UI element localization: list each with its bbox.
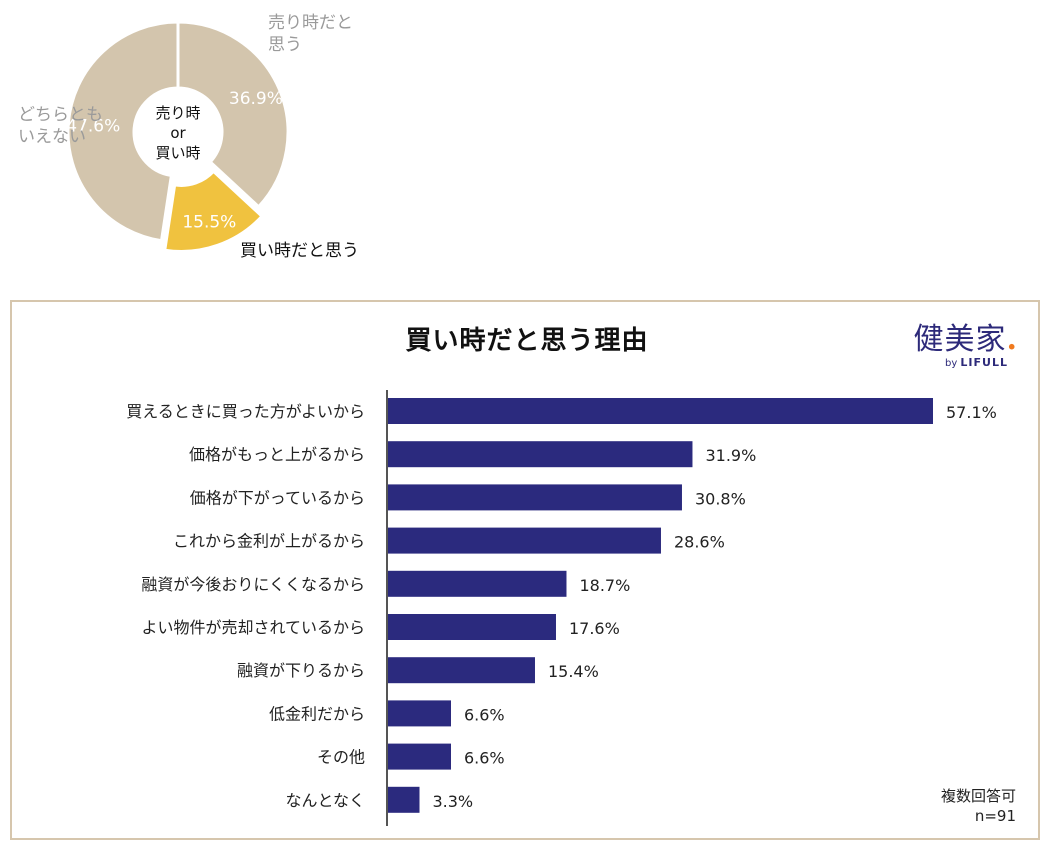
- donut-center-label: or: [170, 124, 186, 142]
- bar-category-label: 融資が今後おりにくくなるから: [141, 575, 365, 594]
- bar-value-label: 15.4%: [548, 662, 599, 681]
- donut-center-label: 売り時: [155, 104, 200, 122]
- brand-logo: 健美家. by LIFULL: [914, 314, 1018, 369]
- slice-label-sell: 売り時だと 思う: [268, 12, 353, 56]
- bar-value-label: 28.6%: [674, 533, 725, 552]
- bar-category-label: 買えるときに買った方がよいから: [126, 402, 365, 421]
- note-sample-size: n=91: [941, 806, 1016, 826]
- bar-category-label: 価格がもっと上がるから: [189, 445, 365, 464]
- chart-note: 複数回答可 n=91: [941, 786, 1016, 826]
- donut-chart: 36.9% 15.5% 47.6% 売り時 or 買い時 売り時だと 思う どちらとも い…: [0, 0, 420, 290]
- logo-text: 健美家: [914, 322, 1007, 357]
- bar: [388, 657, 535, 683]
- bar-category-label: その他: [317, 748, 365, 767]
- bar-chart-panel: 買えるときに買った方がよいから 57.1% 価格がもっと上がるから 31.9% 価格が下…: [10, 300, 1040, 840]
- bar: [388, 700, 451, 726]
- bar-value-label: 6.6%: [464, 749, 505, 768]
- bar-value-label: 18.7%: [579, 576, 630, 595]
- bar-value-label: 3.3%: [432, 792, 473, 811]
- bar-category-label: これから金利が上がるから: [173, 532, 365, 551]
- bar: [388, 398, 933, 424]
- bar-value-label: 31.9%: [705, 446, 756, 465]
- bar: [388, 744, 451, 770]
- bar-category-label: 低金利だから: [269, 704, 365, 723]
- donut-center-label: 買い時: [155, 144, 200, 162]
- bar-chart-title: 買い時だと思う理由: [12, 320, 1042, 357]
- slice-label-buy: 買い時だと思う: [240, 240, 359, 262]
- donut-slice-value-label: 15.5%: [182, 213, 236, 233]
- donut-slice-value-label: 36.9%: [229, 89, 283, 109]
- bar-value-label: 6.6%: [464, 705, 505, 724]
- logo-by: by: [945, 358, 957, 369]
- bar-value-label: 57.1%: [946, 403, 997, 422]
- bar-value-label: 30.8%: [695, 489, 746, 508]
- note-multiple-answers: 複数回答可: [941, 786, 1016, 806]
- bar: [388, 441, 692, 467]
- bar: [388, 528, 661, 554]
- bar-category-label: よい物件が売却されているから: [141, 618, 365, 637]
- slice-label-neither: どちらとも いえない: [18, 104, 103, 148]
- logo-brand: LIFULL: [960, 356, 1008, 369]
- bar-category-label: なんとなく: [285, 791, 365, 810]
- logo-dot: .: [1007, 322, 1018, 357]
- bar: [388, 571, 566, 597]
- bar-category-label: 価格が下がっているから: [190, 488, 365, 507]
- bar-value-label: 17.6%: [569, 619, 620, 638]
- bar: [388, 787, 419, 813]
- bar-chart-svg: 買えるときに買った方がよいから 57.1% 価格がもっと上がるから 31.9% 価格が下…: [12, 302, 1042, 842]
- bar: [388, 614, 556, 640]
- bar: [388, 484, 682, 510]
- bar-category-label: 融資が下りるから: [237, 661, 365, 680]
